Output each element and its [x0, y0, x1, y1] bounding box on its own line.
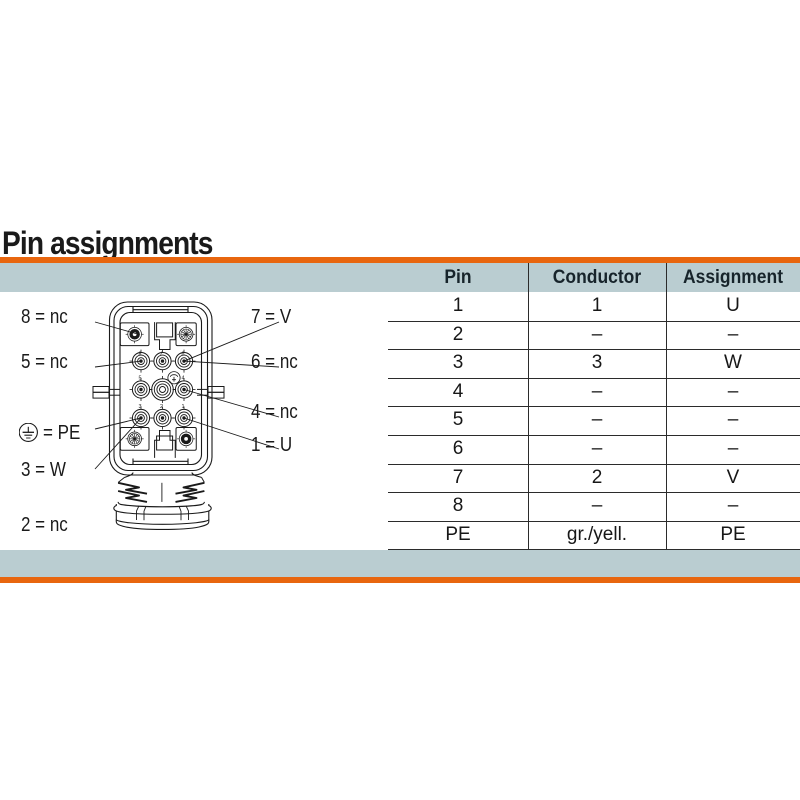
svg-text:4: 4 — [181, 376, 184, 382]
svg-text:= PE: = PE — [43, 423, 80, 443]
svg-text:8: 8 — [138, 349, 141, 355]
svg-text:5: 5 — [138, 376, 141, 382]
svg-text:3: 3 — [138, 404, 141, 410]
svg-text:2: 2 — [160, 404, 163, 410]
svg-text:9: 9 — [181, 349, 184, 355]
svg-text:7: 7 — [160, 349, 163, 355]
svg-text:1: 1 — [181, 404, 184, 410]
